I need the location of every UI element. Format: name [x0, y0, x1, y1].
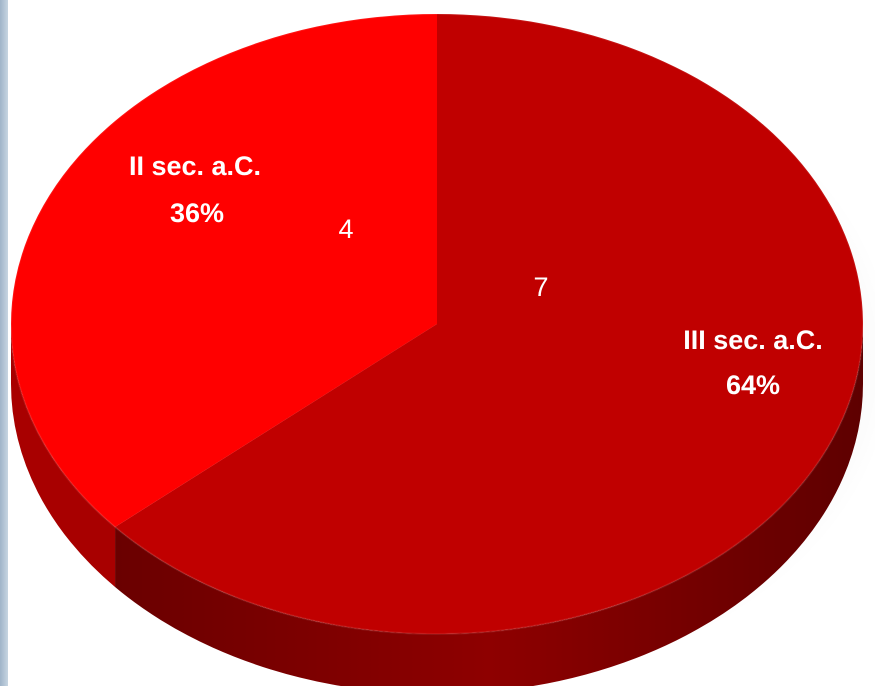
- slice-label-ii: II sec. a.C. 36% 4: [129, 151, 354, 244]
- pie-slice-ii[interactable]: [10, 14, 437, 528]
- slice-label-iii-value: 7: [533, 272, 548, 302]
- slice-label-iii-percent: 64%: [726, 370, 780, 400]
- pie-side-ii: [11, 324, 116, 588]
- pie-sides: [11, 324, 863, 686]
- window-edge: [0, 0, 8, 686]
- slice-label-ii-category: II sec. a.C.: [129, 151, 261, 181]
- slice-label-ii-percent: 36%: [170, 198, 224, 228]
- pie-top: [10, 13, 864, 635]
- slice-label-iii-category: III sec. a.C.: [683, 325, 823, 355]
- slice-label-ii-value: 4: [338, 214, 353, 244]
- pie-side-iii: [115, 324, 863, 686]
- pie-rim: [10, 13, 864, 635]
- slice-label-iii: 7 III sec. a.C. 64%: [533, 272, 822, 400]
- pie-slice-iii[interactable]: [115, 14, 863, 634]
